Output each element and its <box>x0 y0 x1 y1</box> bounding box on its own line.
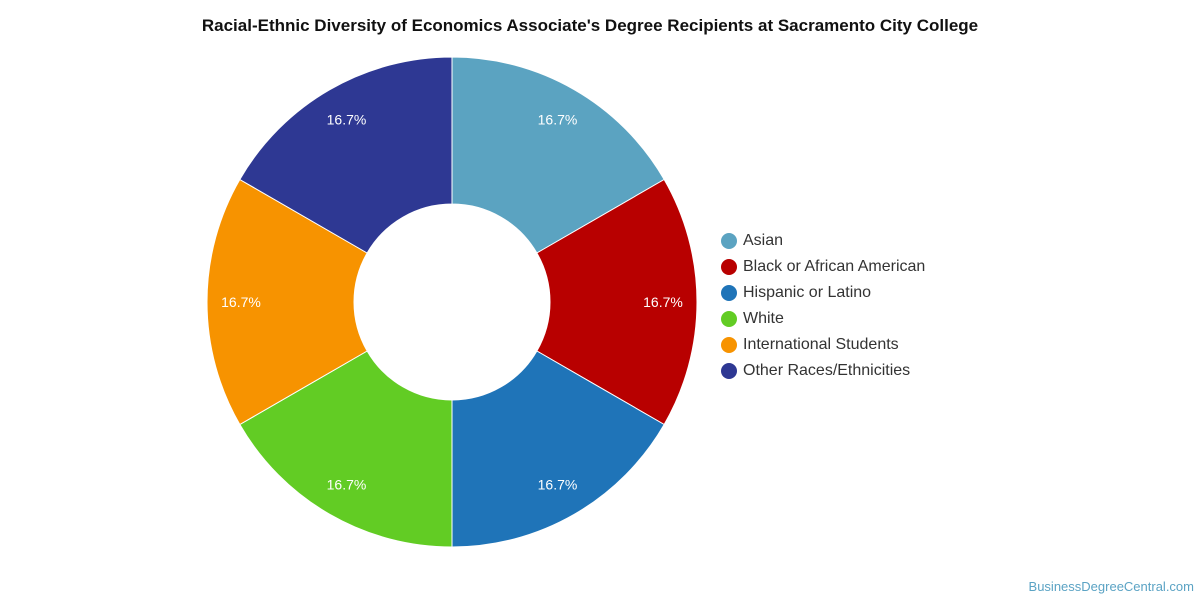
legend-label: White <box>743 310 784 327</box>
legend-item[interactable]: Asian <box>721 228 925 254</box>
legend-label: Hispanic or Latino <box>743 284 872 301</box>
legend-swatch <box>721 285 737 301</box>
pie-slice-asian[interactable] <box>451 56 665 254</box>
chart-legend: Asian Black or African American Hispanic o… <box>721 228 925 384</box>
legend-item[interactable]: Hispanic or Latino <box>721 280 925 306</box>
legend-swatch <box>721 363 737 379</box>
legend-label: Black or African American <box>743 258 926 275</box>
legend-item[interactable]: Black or African American <box>721 254 925 280</box>
legend-item[interactable]: Other Races/Ethnicities <box>721 358 925 384</box>
slice-data-label: 16.7% <box>643 294 683 310</box>
legend-swatch <box>721 259 737 275</box>
legend-label: Asian <box>743 232 784 249</box>
legend-swatch <box>721 337 737 353</box>
slice-data-label: 16.7% <box>327 477 367 493</box>
pie-slice-black-or-african-american[interactable] <box>536 178 698 426</box>
pie-slice-international-students[interactable] <box>206 178 368 426</box>
legend-item[interactable]: White <box>721 306 925 332</box>
slice-data-label: 16.7% <box>538 477 578 493</box>
slice-data-label: 16.7% <box>327 111 367 127</box>
source-credit[interactable]: BusinessDegreeCentral.com <box>1028 579 1194 594</box>
legend-item[interactable]: International Students <box>721 332 925 358</box>
legend-label: International Students <box>743 336 899 353</box>
legend-swatch <box>721 233 737 249</box>
slice-data-label: 16.7% <box>538 111 578 127</box>
pie-slice-other-races-ethnicities[interactable] <box>239 56 453 254</box>
pie-slice-white[interactable] <box>239 350 453 548</box>
legend-swatch <box>721 311 737 327</box>
slice-data-label: 16.7% <box>221 294 261 310</box>
pie-slice-hispanic-or-latino[interactable] <box>451 350 665 548</box>
legend-label: Other Races/Ethnicities <box>743 362 911 379</box>
chart-title: Racial-Ethnic Diversity of Economics Ass… <box>201 16 979 35</box>
